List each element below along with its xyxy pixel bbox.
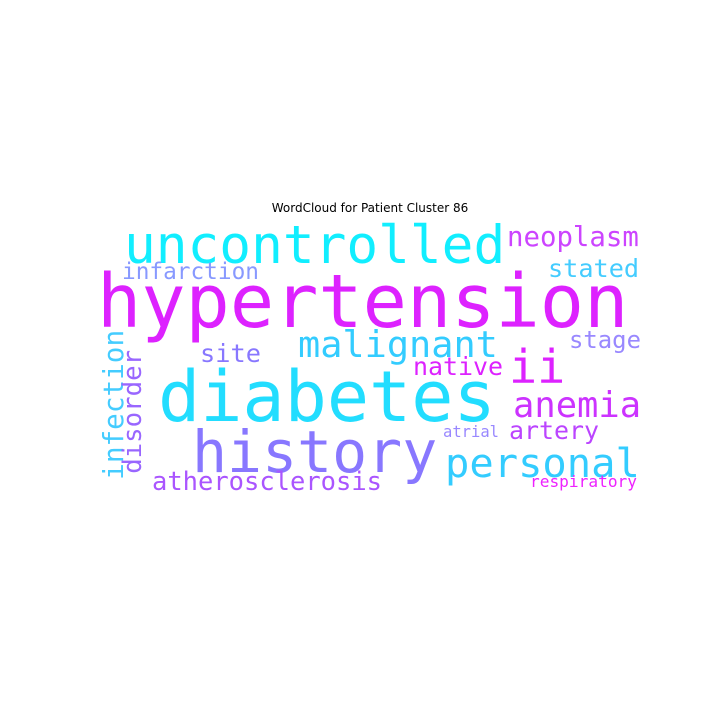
figure-title: WordCloud for Patient Cluster 86	[271, 201, 469, 215]
word-artery: artery	[509, 415, 600, 445]
word-anemia: anemia	[513, 385, 642, 426]
word-malignant: malignant	[298, 322, 498, 366]
word-atherosclerosis: atherosclerosis	[152, 466, 383, 497]
word-respiratory: respiratory	[530, 472, 637, 491]
word-uncontrolled: uncontrolled	[124, 215, 506, 276]
word-infarction: infarction	[122, 259, 259, 285]
word-neoplasm: neoplasm	[507, 221, 639, 253]
word-native: native	[413, 351, 504, 381]
word-stage: stage	[569, 326, 641, 354]
word-stated: stated	[548, 253, 640, 283]
word-personal: personal	[445, 439, 640, 487]
word-diabetes: diabetes	[158, 356, 496, 438]
word-site: site	[200, 339, 261, 368]
word-ii: ii	[509, 340, 566, 395]
word-history: history	[192, 418, 438, 486]
word-disorder: disorder	[117, 349, 148, 474]
word-hypertension: hypertension	[97, 260, 629, 345]
word-atrial: atrial	[443, 423, 499, 441]
